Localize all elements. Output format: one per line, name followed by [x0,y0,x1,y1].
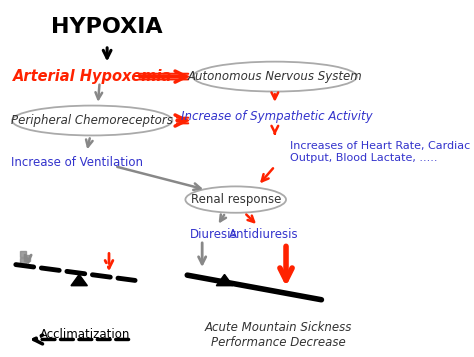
Text: Diuresis: Diuresis [190,228,237,241]
Text: HYPOXIA: HYPOXIA [51,17,163,37]
Text: Increase of Ventilation: Increase of Ventilation [11,156,143,169]
Text: Renal response: Renal response [191,193,281,206]
Text: Arterial Hypoxemia: Arterial Hypoxemia [12,69,172,84]
Polygon shape [71,275,87,286]
Text: Acclimatization: Acclimatization [40,328,130,341]
Polygon shape [216,275,233,286]
Text: Increases of Heart Rate, Cardiac
Output, Blood Lactate, .....: Increases of Heart Rate, Cardiac Output,… [290,141,470,163]
Text: Acute Mountain Sickness
Performance Decrease: Acute Mountain Sickness Performance Decr… [205,321,352,349]
Text: Increase of Sympathetic Activity: Increase of Sympathetic Activity [181,111,373,124]
Text: Antidiuresis: Antidiuresis [229,228,299,241]
Text: Autonomous Nervous System: Autonomous Nervous System [187,70,362,83]
Text: Peripheral Chemoreceptors: Peripheral Chemoreceptors [11,114,173,127]
